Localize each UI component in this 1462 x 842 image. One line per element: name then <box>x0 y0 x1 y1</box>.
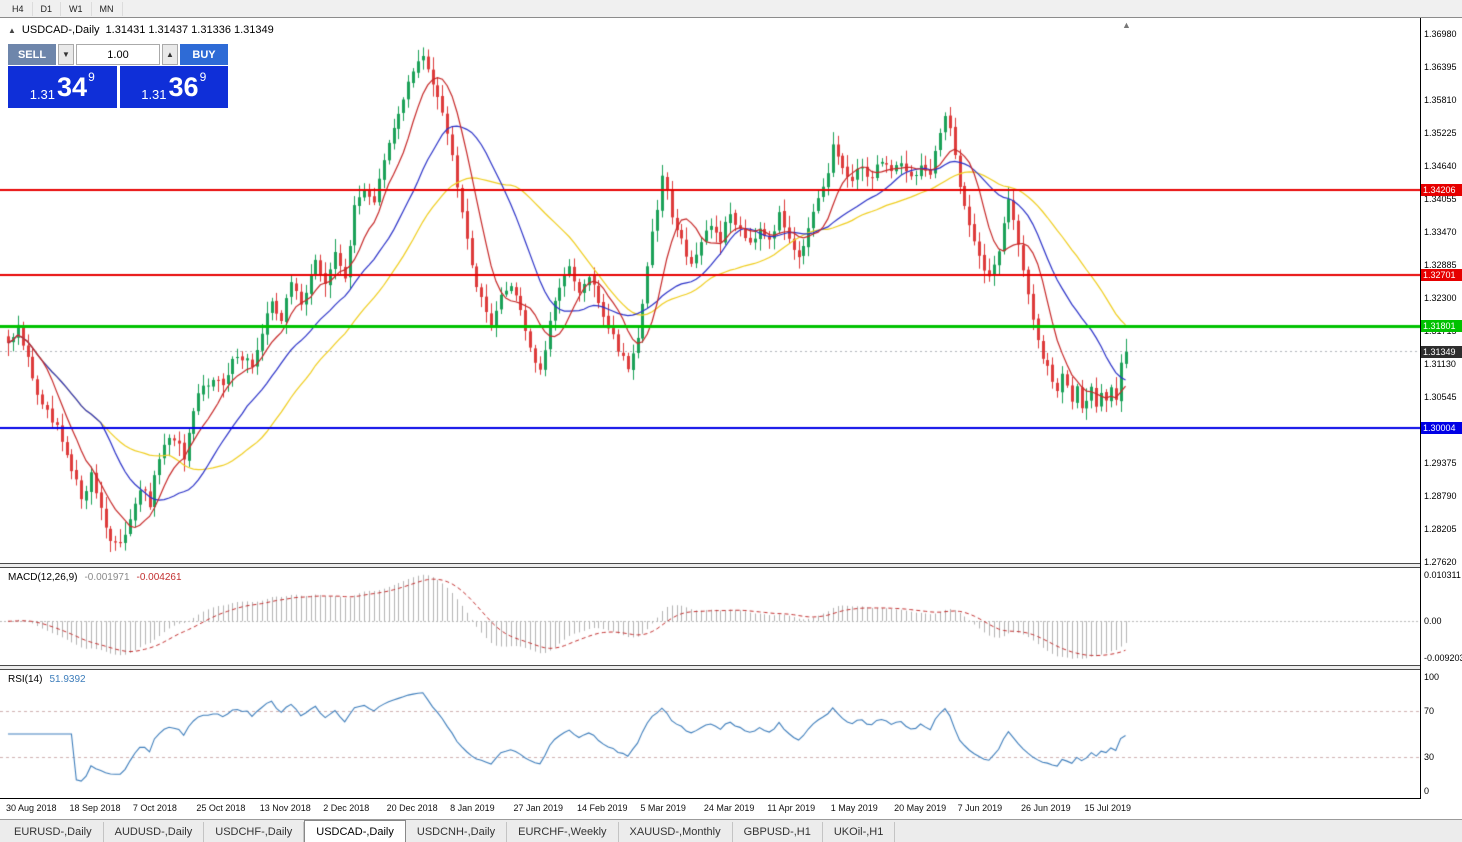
rsi-name: RSI(14) <box>8 674 43 685</box>
price-tag: 1.30004 <box>1421 421 1462 434</box>
chart-tab-gbpusdh1[interactable]: GBPUSD-,H1 <box>733 822 823 842</box>
price-axis-label: 1.36395 <box>1424 62 1457 72</box>
time-axis-label: 24 Mar 2019 <box>703 803 755 813</box>
price-axis[interactable]: 1.36980 1.36395 1.35810 1.35225 1.34640 1.340… <box>1420 18 1462 799</box>
price-axis-label: 70 <box>1424 705 1435 716</box>
chart-ohlc-values: 1.31431 1.31437 1.31336 1.31349 <box>105 24 274 36</box>
pane-splitter[interactable] <box>0 665 1462 670</box>
price-axis-label: 1.29375 <box>1424 458 1457 468</box>
timeframe-button-h4[interactable]: H4 <box>4 1 33 16</box>
time-axis-label: 5 Mar 2019 <box>640 803 686 813</box>
chart-shift-marker-icon[interactable]: ▲ <box>1122 20 1131 30</box>
price-tag: 1.31349 <box>1421 345 1462 358</box>
ask-price-sup: 9 <box>199 70 207 84</box>
macd-signal-value: -0.004261 <box>136 572 182 583</box>
pane-splitter[interactable] <box>0 563 1462 568</box>
time-axis-label: 8 Jan 2019 <box>450 803 495 813</box>
price-axis-label: 1.31130 <box>1424 359 1456 369</box>
chart-tab-eurusddaily[interactable]: EURUSD-,Daily <box>3 822 104 842</box>
time-axis-label: 26 Jun 2019 <box>1021 803 1071 813</box>
price-axis-label: 0 <box>1424 786 1430 796</box>
timeframe-toolbar: H4 D1 W1 MN <box>0 0 1462 18</box>
time-axis-label: 13 Nov 2018 <box>259 803 311 813</box>
timeframe-button-mn[interactable]: MN <box>92 1 123 16</box>
rsi-indicator-header: RSI(14) 51.9392 <box>8 674 86 685</box>
price-axis-label: 1.36980 <box>1424 29 1457 39</box>
ask-price-big: 36 <box>168 72 199 102</box>
price-axis-label: 1.32885 <box>1424 260 1457 270</box>
time-axis-label: 20 Dec 2018 <box>386 803 438 813</box>
chart-tab-usdcnhdaily[interactable]: USDCNH-,Daily <box>406 822 508 842</box>
price-axis-label: 1.32300 <box>1424 293 1457 303</box>
price-axis-label: -0.009203 <box>1424 653 1462 663</box>
time-axis-label: 30 Aug 2018 <box>6 803 57 813</box>
price-axis-label: 1.27620 <box>1424 557 1457 567</box>
price-tag: 1.34206 <box>1421 184 1462 197</box>
time-axis-label: 7 Oct 2018 <box>132 803 177 813</box>
timeframe-button-w1[interactable]: W1 <box>61 1 92 16</box>
rsi-pane-canvas[interactable] <box>0 670 1420 798</box>
volume-decrease-button[interactable]: ▼ <box>58 44 74 65</box>
chart-symbol-title: USDCAD-,Daily <box>21 24 100 36</box>
rsi-value: 51.9392 <box>49 674 86 685</box>
price-axis-label: 1.28205 <box>1424 524 1457 534</box>
time-axis-label: 25 Oct 2018 <box>196 803 246 813</box>
time-axis[interactable]: 30 Aug 2018 18 Sep 2018 7 Oct 2018 25 Oct 2… <box>0 799 1462 819</box>
chart-tab-audusddaily[interactable]: AUDUSD-,Daily <box>104 822 205 842</box>
price-axis-label: 1.30545 <box>1424 392 1457 402</box>
price-axis-label: 1.28790 <box>1424 491 1457 501</box>
chart-tab-eurchfweekly[interactable]: EURCHF-,Weekly <box>507 822 619 842</box>
timeframe-button-d1[interactable]: D1 <box>33 1 62 16</box>
bid-price-sup: 9 <box>88 70 95 84</box>
chart-tab-usdcaddaily[interactable]: USDCAD-,Daily <box>304 820 406 842</box>
macd-indicator-header: MACD(12,26,9) -0.001971 -0.004261 <box>8 572 182 583</box>
time-axis-label: 20 May 2019 <box>894 803 947 813</box>
ask-price-prefix: 1.31 <box>141 87 167 102</box>
time-axis-label: 27 Jan 2019 <box>513 803 564 813</box>
time-axis-label: 18 Sep 2018 <box>69 803 121 813</box>
macd-pane-canvas[interactable] <box>0 568 1420 665</box>
bid-price-big: 34 <box>57 72 88 102</box>
volume-input[interactable]: 1.00 <box>76 44 160 65</box>
price-axis-label: 1.34055 <box>1424 194 1457 204</box>
chart-tab-ukoilh1[interactable]: UKOil-,H1 <box>823 822 896 842</box>
ask-price-display[interactable]: 1.31 36 9 <box>119 66 228 108</box>
buy-button[interactable]: BUY <box>180 44 228 65</box>
time-axis-label: 2 Dec 2018 <box>323 803 370 813</box>
time-axis-label: 14 Feb 2019 <box>576 803 628 813</box>
volume-increase-button[interactable]: ▲ <box>162 44 178 65</box>
time-axis-label: 11 Apr 2019 <box>767 803 816 813</box>
chart-header: ▲ USDCAD-,Daily 1.31431 1.31437 1.31336 … <box>8 24 274 36</box>
timeframe-buttons: H4 D1 W1 MN <box>4 1 123 16</box>
price-axis-label: 100 <box>1424 672 1440 682</box>
chart-tab-bar: EURUSD-,Daily AUDUSD-,Daily USDCHF-,Daily U… <box>0 819 1462 842</box>
bid-price-display[interactable]: 1.31 34 9 <box>8 66 117 108</box>
macd-main-value: -0.001971 <box>84 572 130 583</box>
price-axis-label: 0.00 <box>1424 616 1442 627</box>
one-click-trading-panel: SELL ▼ 1.00 ▲ BUY 1.31 34 9 1.31 36 9 <box>8 44 228 108</box>
price-axis-label: 30 <box>1424 752 1435 763</box>
time-axis-label: 1 May 2019 <box>830 803 878 813</box>
price-axis-label: 1.33470 <box>1424 227 1457 237</box>
chart-tab-xauusdmonthly[interactable]: XAUUSD-,Monthly <box>619 822 733 842</box>
macd-name: MACD(12,26,9) <box>8 572 78 583</box>
axis-separator-line <box>0 798 1462 799</box>
time-axis-label: 15 Jul 2019 <box>1084 803 1132 813</box>
chart-tab-usdchfdaily[interactable]: USDCHF-,Daily <box>204 822 305 842</box>
price-tag: 1.31801 <box>1421 320 1462 333</box>
price-tag: 1.32701 <box>1421 269 1462 282</box>
price-axis-label: 1.34640 <box>1424 161 1457 171</box>
price-axis-label: 0.010311 <box>1424 570 1461 580</box>
one-click-toggle-icon[interactable]: ▲ <box>8 25 16 35</box>
time-axis-label: 7 Jun 2019 <box>957 803 1003 813</box>
price-axis-label: 1.35810 <box>1424 95 1457 105</box>
main-chart-canvas[interactable] <box>0 18 1420 563</box>
bid-price-prefix: 1.31 <box>29 87 56 102</box>
sell-button[interactable]: SELL <box>8 44 56 65</box>
price-axis-label: 1.35225 <box>1424 128 1457 138</box>
